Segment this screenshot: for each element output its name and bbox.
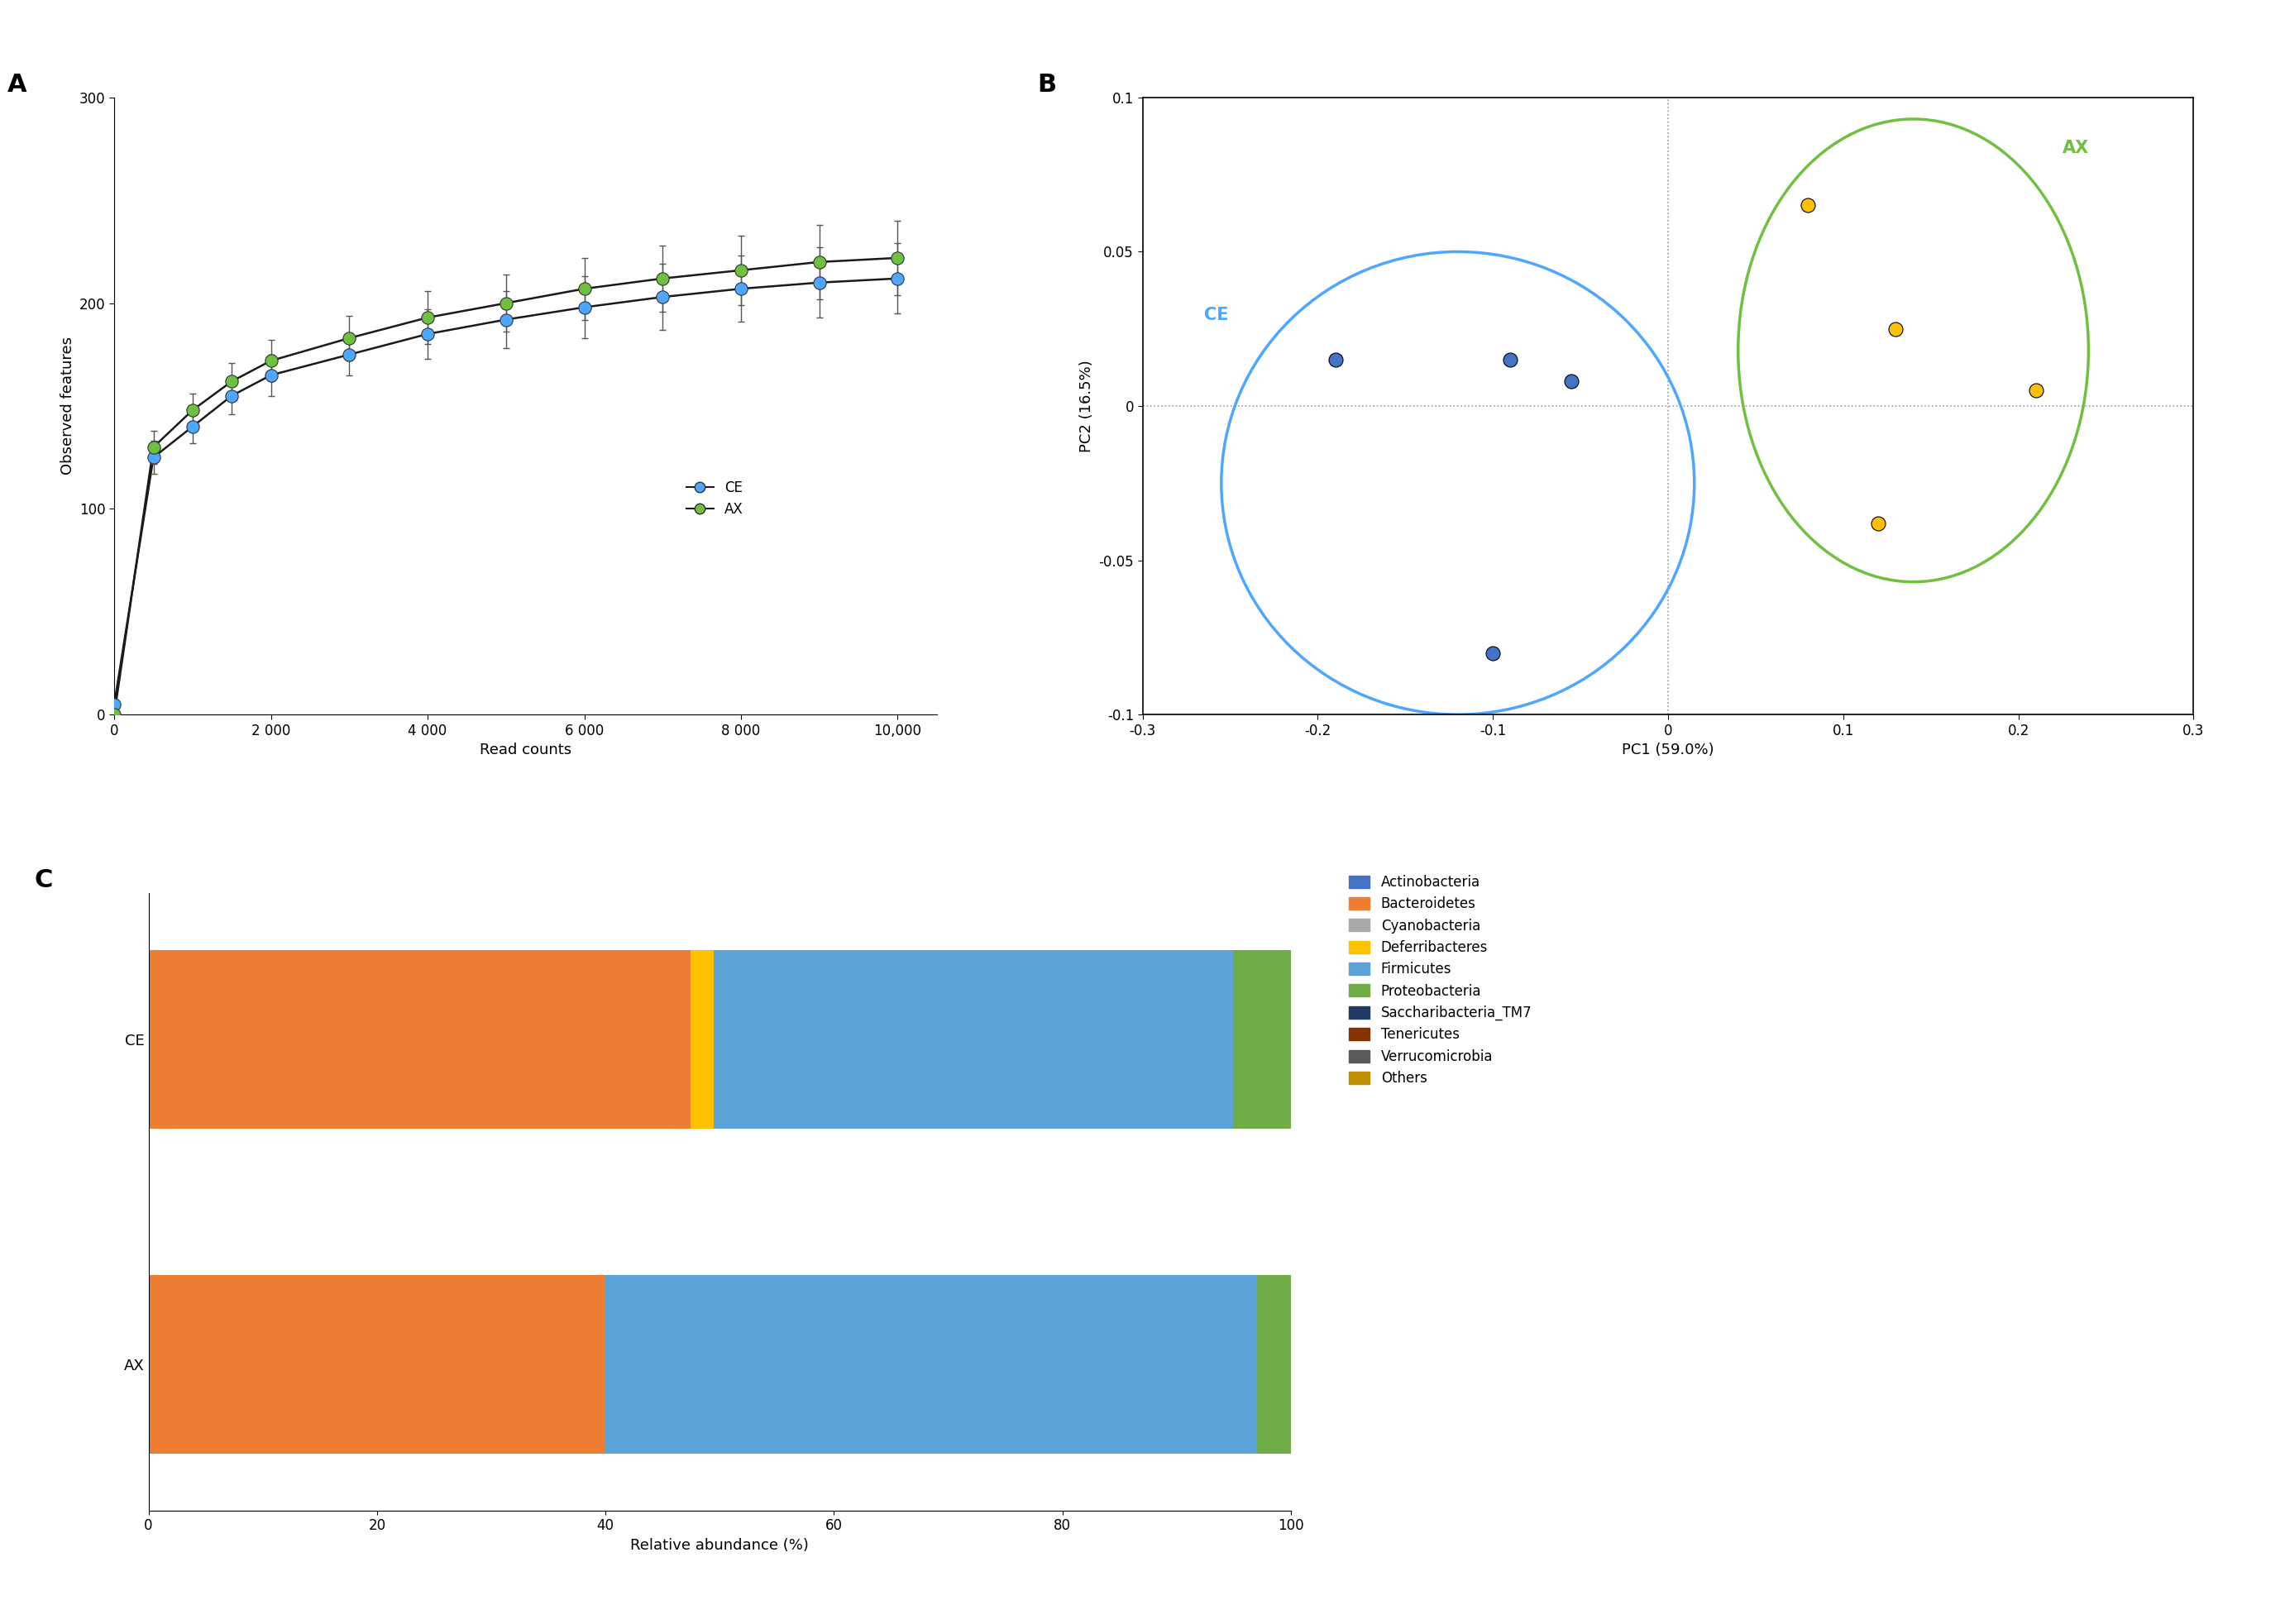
X-axis label: Relative abundance (%): Relative abundance (%)	[631, 1538, 809, 1553]
Point	[1860, 510, 1897, 536]
Text: A: A	[7, 73, 27, 97]
X-axis label: Read counts: Read counts	[480, 742, 571, 757]
Text: CE: CE	[1204, 307, 1229, 323]
Text: C: C	[34, 869, 53, 893]
Bar	[149, 950, 690, 1129]
Bar	[606, 1275, 1257, 1453]
Bar	[149, 1275, 606, 1453]
Point	[1878, 317, 1915, 343]
Bar	[1234, 950, 1291, 1129]
Legend: CE, AX: CE, AX	[681, 474, 749, 523]
Y-axis label: PC2 (16.5%): PC2 (16.5%)	[1079, 361, 1095, 451]
Text: AX: AX	[2061, 140, 2088, 156]
Y-axis label: Observed features: Observed features	[59, 336, 75, 476]
Point	[1492, 348, 1529, 374]
X-axis label: PC1 (59.0%): PC1 (59.0%)	[1622, 742, 1714, 757]
Point	[1474, 640, 1510, 666]
Bar	[1257, 1275, 1291, 1453]
Point	[2018, 378, 2054, 404]
Bar	[713, 950, 1234, 1129]
Point	[1554, 369, 1590, 395]
Legend: Actinobacteria, Bacteroidetes, Cyanobacteria, Deferribacteres, Firmicutes, Prote: Actinobacteria, Bacteroidetes, Cyanobact…	[1344, 869, 1538, 1091]
Point	[1789, 193, 1826, 219]
Text: B: B	[1037, 73, 1056, 97]
Point	[1316, 348, 1353, 374]
Bar	[690, 950, 713, 1129]
